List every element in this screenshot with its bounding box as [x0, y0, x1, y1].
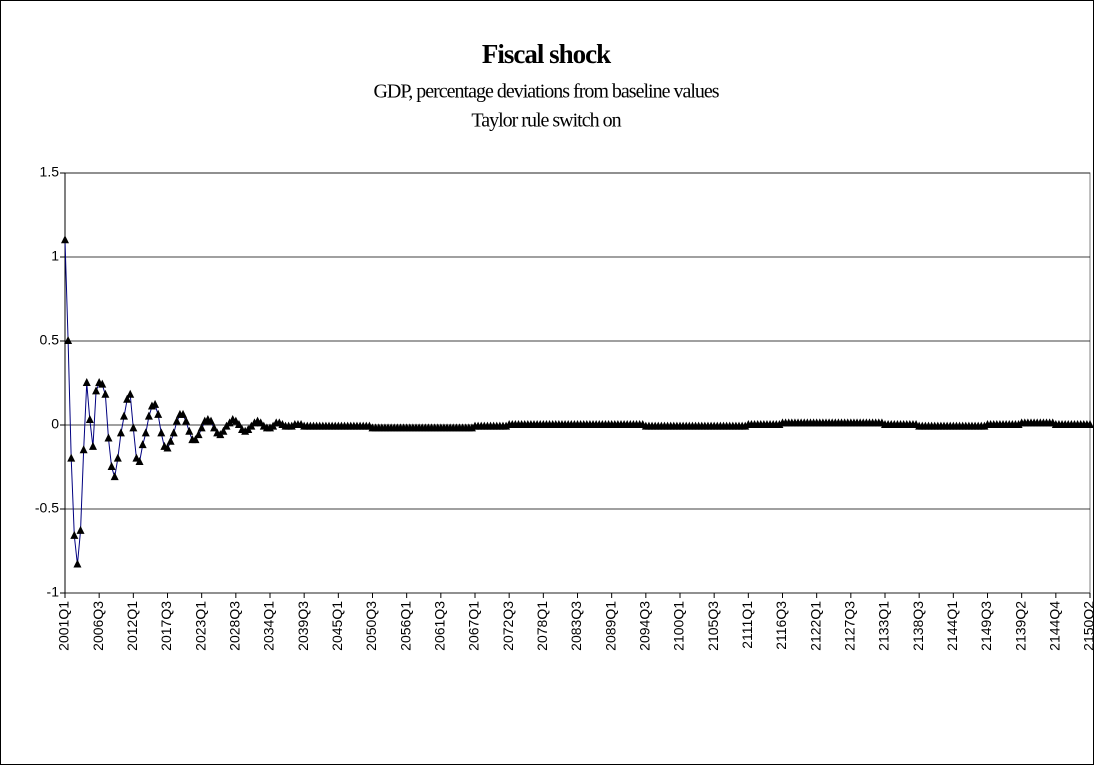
x-tick-label: 2139Q2 — [1012, 601, 1028, 651]
x-tick-label: 2149Q3 — [978, 601, 994, 651]
y-tick-label: -0.5 — [35, 500, 59, 516]
chart-subtitle: GDP, percentage deviations from baseline… — [373, 81, 719, 103]
x-tick-label: 2116Q3 — [773, 601, 789, 650]
data-point — [182, 416, 191, 425]
data-point — [157, 428, 166, 437]
data-point — [64, 336, 73, 344]
x-tick-label: 2023Q1 — [192, 601, 208, 651]
chart-title: Fiscal shock — [482, 39, 611, 69]
data-point — [172, 416, 181, 425]
data-point — [191, 435, 200, 444]
data-point — [234, 420, 243, 428]
data-point — [179, 409, 188, 418]
x-tick-label: 2006Q3 — [90, 601, 106, 651]
data-point — [126, 389, 135, 398]
data-point — [92, 386, 101, 395]
y-tick-label: 1 — [51, 248, 59, 264]
x-tick-label: 2127Q3 — [842, 601, 858, 651]
data-point — [61, 235, 69, 244]
x-tick-label: 2100Q1 — [671, 601, 687, 651]
y-tick-label: 1.5 — [40, 164, 60, 180]
data-point — [123, 394, 132, 403]
data-point — [219, 426, 228, 435]
y-tick-label: -1 — [47, 584, 60, 600]
data-point — [113, 453, 122, 462]
x-tick-label: 2083Q3 — [568, 601, 584, 651]
x-tick-label: 2056Q1 — [397, 601, 413, 651]
data-point — [73, 559, 82, 568]
data-point — [185, 426, 194, 435]
data-point — [85, 414, 94, 423]
chart-annotation: Taylor rule switch on — [471, 110, 621, 132]
x-tick-label: 2138Q3 — [910, 601, 926, 651]
plot — [61, 235, 1094, 568]
x-tick-label: 2039Q3 — [295, 601, 311, 651]
y-tick-label: 0.5 — [40, 332, 60, 348]
data-point — [70, 530, 79, 539]
data-point — [194, 430, 203, 439]
data-point — [151, 399, 160, 408]
x-tick-label: 2105Q3 — [705, 601, 721, 651]
data-point — [166, 436, 175, 445]
data-point — [141, 428, 150, 437]
x-tick-label: 2061Q3 — [432, 601, 448, 651]
x-tick-label: 2078Q1 — [534, 601, 550, 651]
data-point — [110, 472, 119, 481]
data-point — [104, 433, 113, 442]
x-tick-label: 2001Q1 — [56, 601, 72, 651]
x-tick-label: 2150Q2 — [1081, 601, 1094, 651]
data-point — [82, 378, 91, 386]
data-point — [79, 445, 88, 454]
data-point — [154, 409, 163, 418]
data-point — [67, 453, 76, 462]
data-point — [138, 440, 147, 449]
x-tick-label: 2067Q1 — [466, 601, 482, 651]
data-point — [206, 416, 215, 425]
data-point — [120, 411, 129, 420]
data-point — [1086, 420, 1094, 428]
data-point — [197, 423, 206, 432]
x-tick-label: 2122Q1 — [807, 601, 823, 651]
x-tick-label: 2133Q1 — [876, 601, 892, 651]
data-point — [88, 441, 97, 450]
data-point — [163, 443, 172, 452]
x-tick-label: 2094Q3 — [637, 601, 653, 651]
data-point — [144, 411, 153, 420]
x-tick-label: 2072Q3 — [500, 601, 516, 651]
data-point — [129, 423, 138, 432]
x-tick-label: 2028Q3 — [227, 601, 243, 651]
x-tick-label: 2017Q3 — [158, 601, 174, 651]
x-tick-label: 2050Q3 — [363, 601, 379, 651]
x-tick-label: 2089Q1 — [602, 601, 618, 651]
x-tick-label: 2111Q1 — [739, 601, 755, 649]
data-point — [107, 462, 116, 470]
data-point — [101, 389, 110, 398]
data-point — [169, 428, 178, 437]
data-point — [98, 379, 107, 388]
data-point — [76, 525, 85, 534]
x-tick-label: 2144Q4 — [1047, 601, 1063, 651]
x-tick-label: 2012Q1 — [124, 601, 140, 651]
x-tick-label: 2045Q1 — [329, 601, 345, 651]
data-point — [116, 428, 125, 437]
x-tick-label: 2034Q1 — [261, 601, 277, 651]
y-tick-label: 0 — [51, 416, 59, 432]
x-tick-label: 2144Q1 — [944, 601, 960, 651]
data-point — [210, 423, 219, 432]
data-point — [135, 456, 144, 465]
